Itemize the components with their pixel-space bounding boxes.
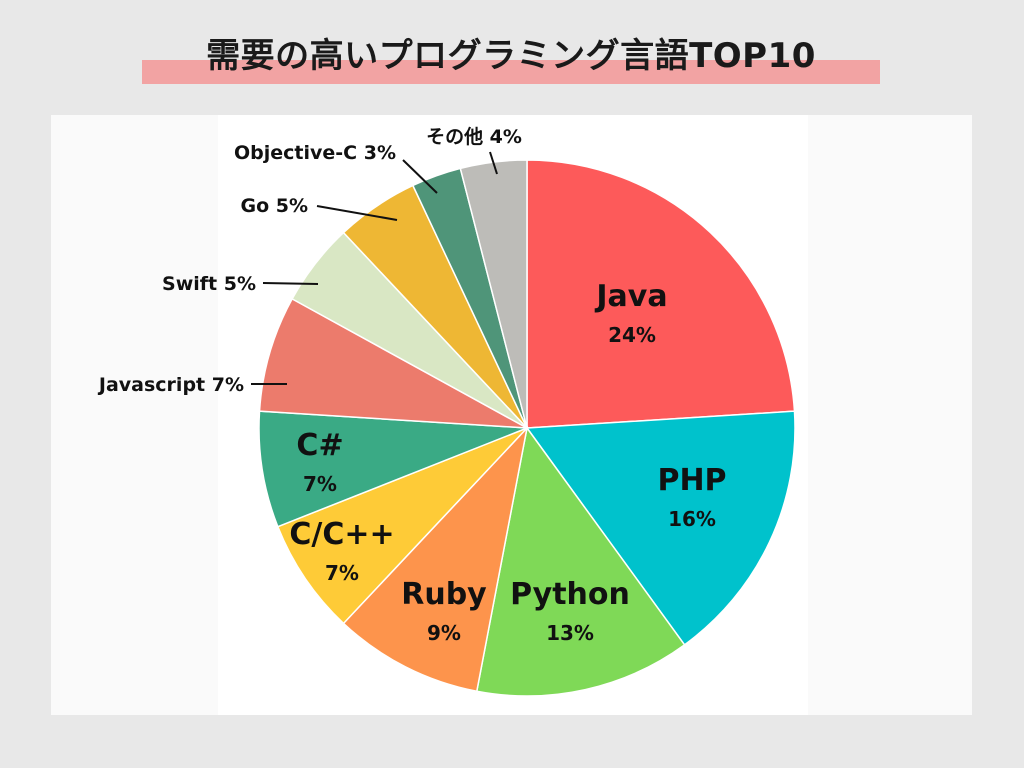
slice-label-swift: Swift 5%: [162, 273, 256, 295]
slice-label-go: Go 5%: [240, 195, 308, 217]
slice-name-label-java: Java: [594, 279, 667, 314]
leader-line--: [489, 151, 498, 175]
leader-line-go: [316, 205, 398, 221]
slice-value-label-ruby: 9%: [427, 621, 461, 645]
pie-slice-c-c-: [276, 427, 528, 625]
page-title: 需要の高いプログラミング言語TOP10: [206, 36, 816, 76]
leader-line-swift: [262, 282, 319, 285]
leader-line-objective-c: [402, 159, 438, 194]
slice-value-label-python: 13%: [546, 621, 594, 645]
slice-label-javascript: Javascript 7%: [97, 374, 244, 396]
pie-slice-c-: [258, 410, 528, 528]
slice-label--: その他 4%: [426, 125, 522, 148]
slice-value-label-java: 24%: [608, 323, 656, 347]
slice-name-label-c-c-: C/C++: [289, 517, 394, 552]
pie-slice-php: [525, 410, 796, 646]
slice-value-label-php: 16%: [668, 507, 716, 531]
slice-name-label-php: PHP: [657, 463, 726, 498]
title-highlight: [142, 60, 880, 84]
slice-value-label-c-c-: 7%: [325, 561, 359, 585]
title-banner: 需要の高いプログラミング言語TOP10: [142, 22, 880, 84]
slice-label-objective-c: Objective-C 3%: [234, 142, 396, 164]
slice-value-label-c-: 7%: [303, 472, 337, 496]
slice-name-label-ruby: Ruby: [401, 577, 487, 612]
pie-slice-python: [475, 426, 686, 697]
pie-slice-ruby: [342, 425, 529, 693]
slice-name-label-python: Python: [510, 577, 630, 612]
pie-slice-java: [526, 159, 796, 429]
pie-slice-javascript: [258, 297, 528, 429]
slice-name-label-c-: C#: [296, 428, 343, 463]
